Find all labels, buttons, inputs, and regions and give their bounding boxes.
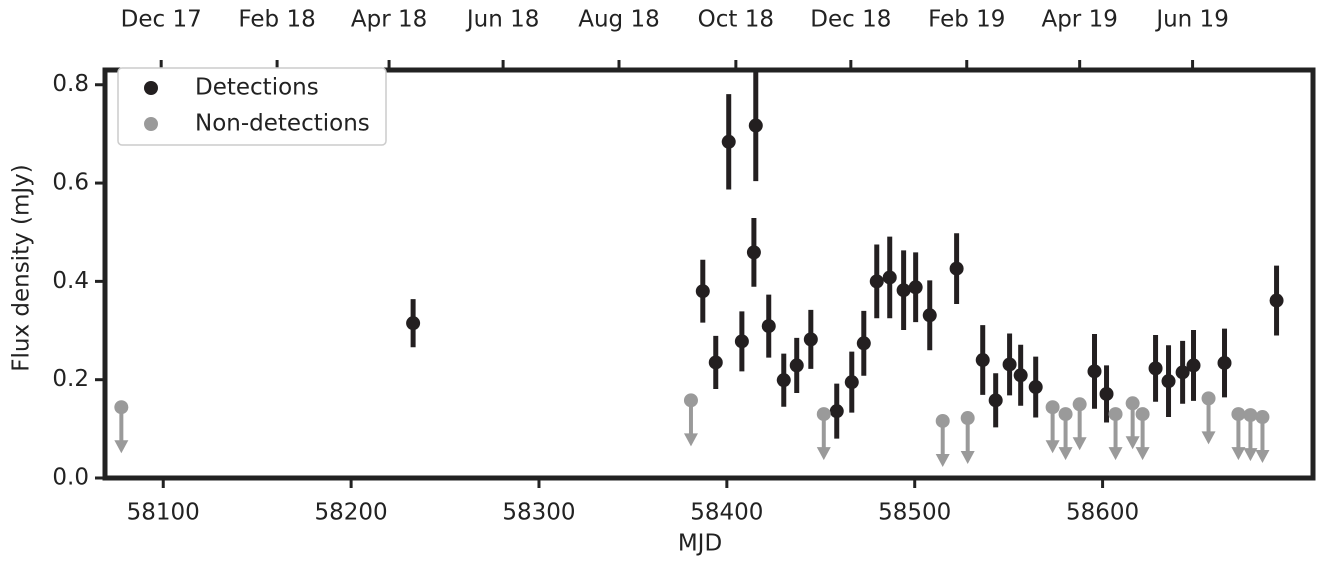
limit-arrowhead xyxy=(1125,436,1140,450)
data-point xyxy=(1161,374,1176,389)
data-point xyxy=(1002,357,1017,372)
data-point xyxy=(869,274,884,289)
x-tick-label: 58100 xyxy=(127,500,200,526)
data-point xyxy=(1125,396,1140,411)
x-axis-label: MJD xyxy=(678,531,722,557)
data-point xyxy=(896,283,911,298)
data-point xyxy=(1087,364,1102,379)
x-tick-label: 58500 xyxy=(878,500,951,526)
data-point xyxy=(882,270,897,285)
data-point xyxy=(746,245,761,260)
y-tick-label: 0.6 xyxy=(52,170,89,196)
top-tick-label: Oct 18 xyxy=(698,7,774,33)
top-tick-label: Feb 19 xyxy=(928,7,1005,33)
data-point xyxy=(1243,408,1258,423)
data-point xyxy=(708,355,723,370)
data-point xyxy=(1269,293,1284,308)
top-tick-label: Aug 18 xyxy=(578,7,660,33)
limit-arrowhead xyxy=(1058,447,1073,461)
data-point xyxy=(114,400,129,415)
x-tick-label: 58200 xyxy=(315,500,388,526)
legend-marker xyxy=(144,81,158,95)
plot-frame xyxy=(102,67,1316,481)
data-point xyxy=(683,393,698,408)
top-tick-label: Jun 19 xyxy=(1154,7,1229,33)
y-tick-label: 0.4 xyxy=(52,268,89,294)
data-point xyxy=(695,284,710,299)
data-point xyxy=(1058,407,1073,422)
data-point xyxy=(734,334,749,349)
limit-arrowhead xyxy=(1045,440,1060,454)
limit-arrowhead xyxy=(1108,447,1123,461)
data-point xyxy=(721,134,736,149)
data-point xyxy=(844,375,859,390)
limit-arrowhead xyxy=(1135,447,1150,461)
data-point xyxy=(960,411,975,426)
x-tick-label: 58300 xyxy=(502,500,575,526)
legend-label: Non-detections xyxy=(195,111,370,137)
limit-arrowhead xyxy=(816,447,831,461)
data-point xyxy=(1255,410,1270,425)
limit-arrowhead xyxy=(1231,447,1246,461)
y-tick-label: 0.8 xyxy=(52,71,89,97)
top-tick-label: Jun 18 xyxy=(465,7,540,33)
data-point xyxy=(1108,407,1123,422)
limit-arrowhead xyxy=(1201,431,1216,445)
data-point xyxy=(789,358,804,373)
limit-arrowhead xyxy=(683,433,698,447)
legend-label: Detections xyxy=(195,75,319,101)
data-point xyxy=(829,404,844,419)
limit-arrowhead xyxy=(1255,450,1270,464)
limit-arrowhead xyxy=(960,451,975,465)
x-tick-label: 58600 xyxy=(1066,500,1139,526)
data-point xyxy=(761,319,776,334)
legend-marker xyxy=(144,117,158,131)
data-point xyxy=(988,393,1003,408)
top-tick-label: Apr 18 xyxy=(351,7,427,33)
data-point xyxy=(803,332,818,347)
limit-arrowhead xyxy=(114,440,129,454)
legend-box xyxy=(117,67,387,146)
data-point xyxy=(816,407,831,422)
data-point xyxy=(856,336,871,351)
y-axis-label: Flux density (mJy) xyxy=(9,164,35,372)
limit-arrowhead xyxy=(935,453,950,467)
data-point xyxy=(1175,365,1190,380)
y-tick-label: 0.0 xyxy=(52,465,89,491)
limit-arrowhead xyxy=(1072,437,1087,451)
data-point xyxy=(922,308,937,323)
data-point xyxy=(949,261,964,276)
data-point xyxy=(1231,407,1246,422)
data-point xyxy=(1028,380,1043,395)
data-point xyxy=(975,353,990,368)
data-point xyxy=(908,280,923,295)
data-point xyxy=(1135,407,1150,422)
data-point xyxy=(776,373,791,388)
data-point xyxy=(1201,391,1216,406)
data-point xyxy=(1148,361,1163,376)
limit-arrowhead xyxy=(1243,448,1258,462)
y-tick-label: 0.2 xyxy=(52,366,89,392)
data-point xyxy=(1217,355,1232,370)
x-tick-label: 58400 xyxy=(690,500,763,526)
data-point xyxy=(935,413,950,428)
top-tick-label: Dec 18 xyxy=(810,7,891,33)
data-point xyxy=(748,118,763,133)
data-point xyxy=(406,316,421,331)
data-point xyxy=(1013,368,1028,383)
data-point xyxy=(1099,386,1114,401)
top-tick-label: Feb 18 xyxy=(238,7,315,33)
data-point xyxy=(1045,400,1060,415)
data-point xyxy=(1072,397,1087,412)
data-point xyxy=(1186,358,1201,373)
top-tick-label: Apr 19 xyxy=(1041,7,1117,33)
top-tick-label: Dec 17 xyxy=(121,7,202,33)
